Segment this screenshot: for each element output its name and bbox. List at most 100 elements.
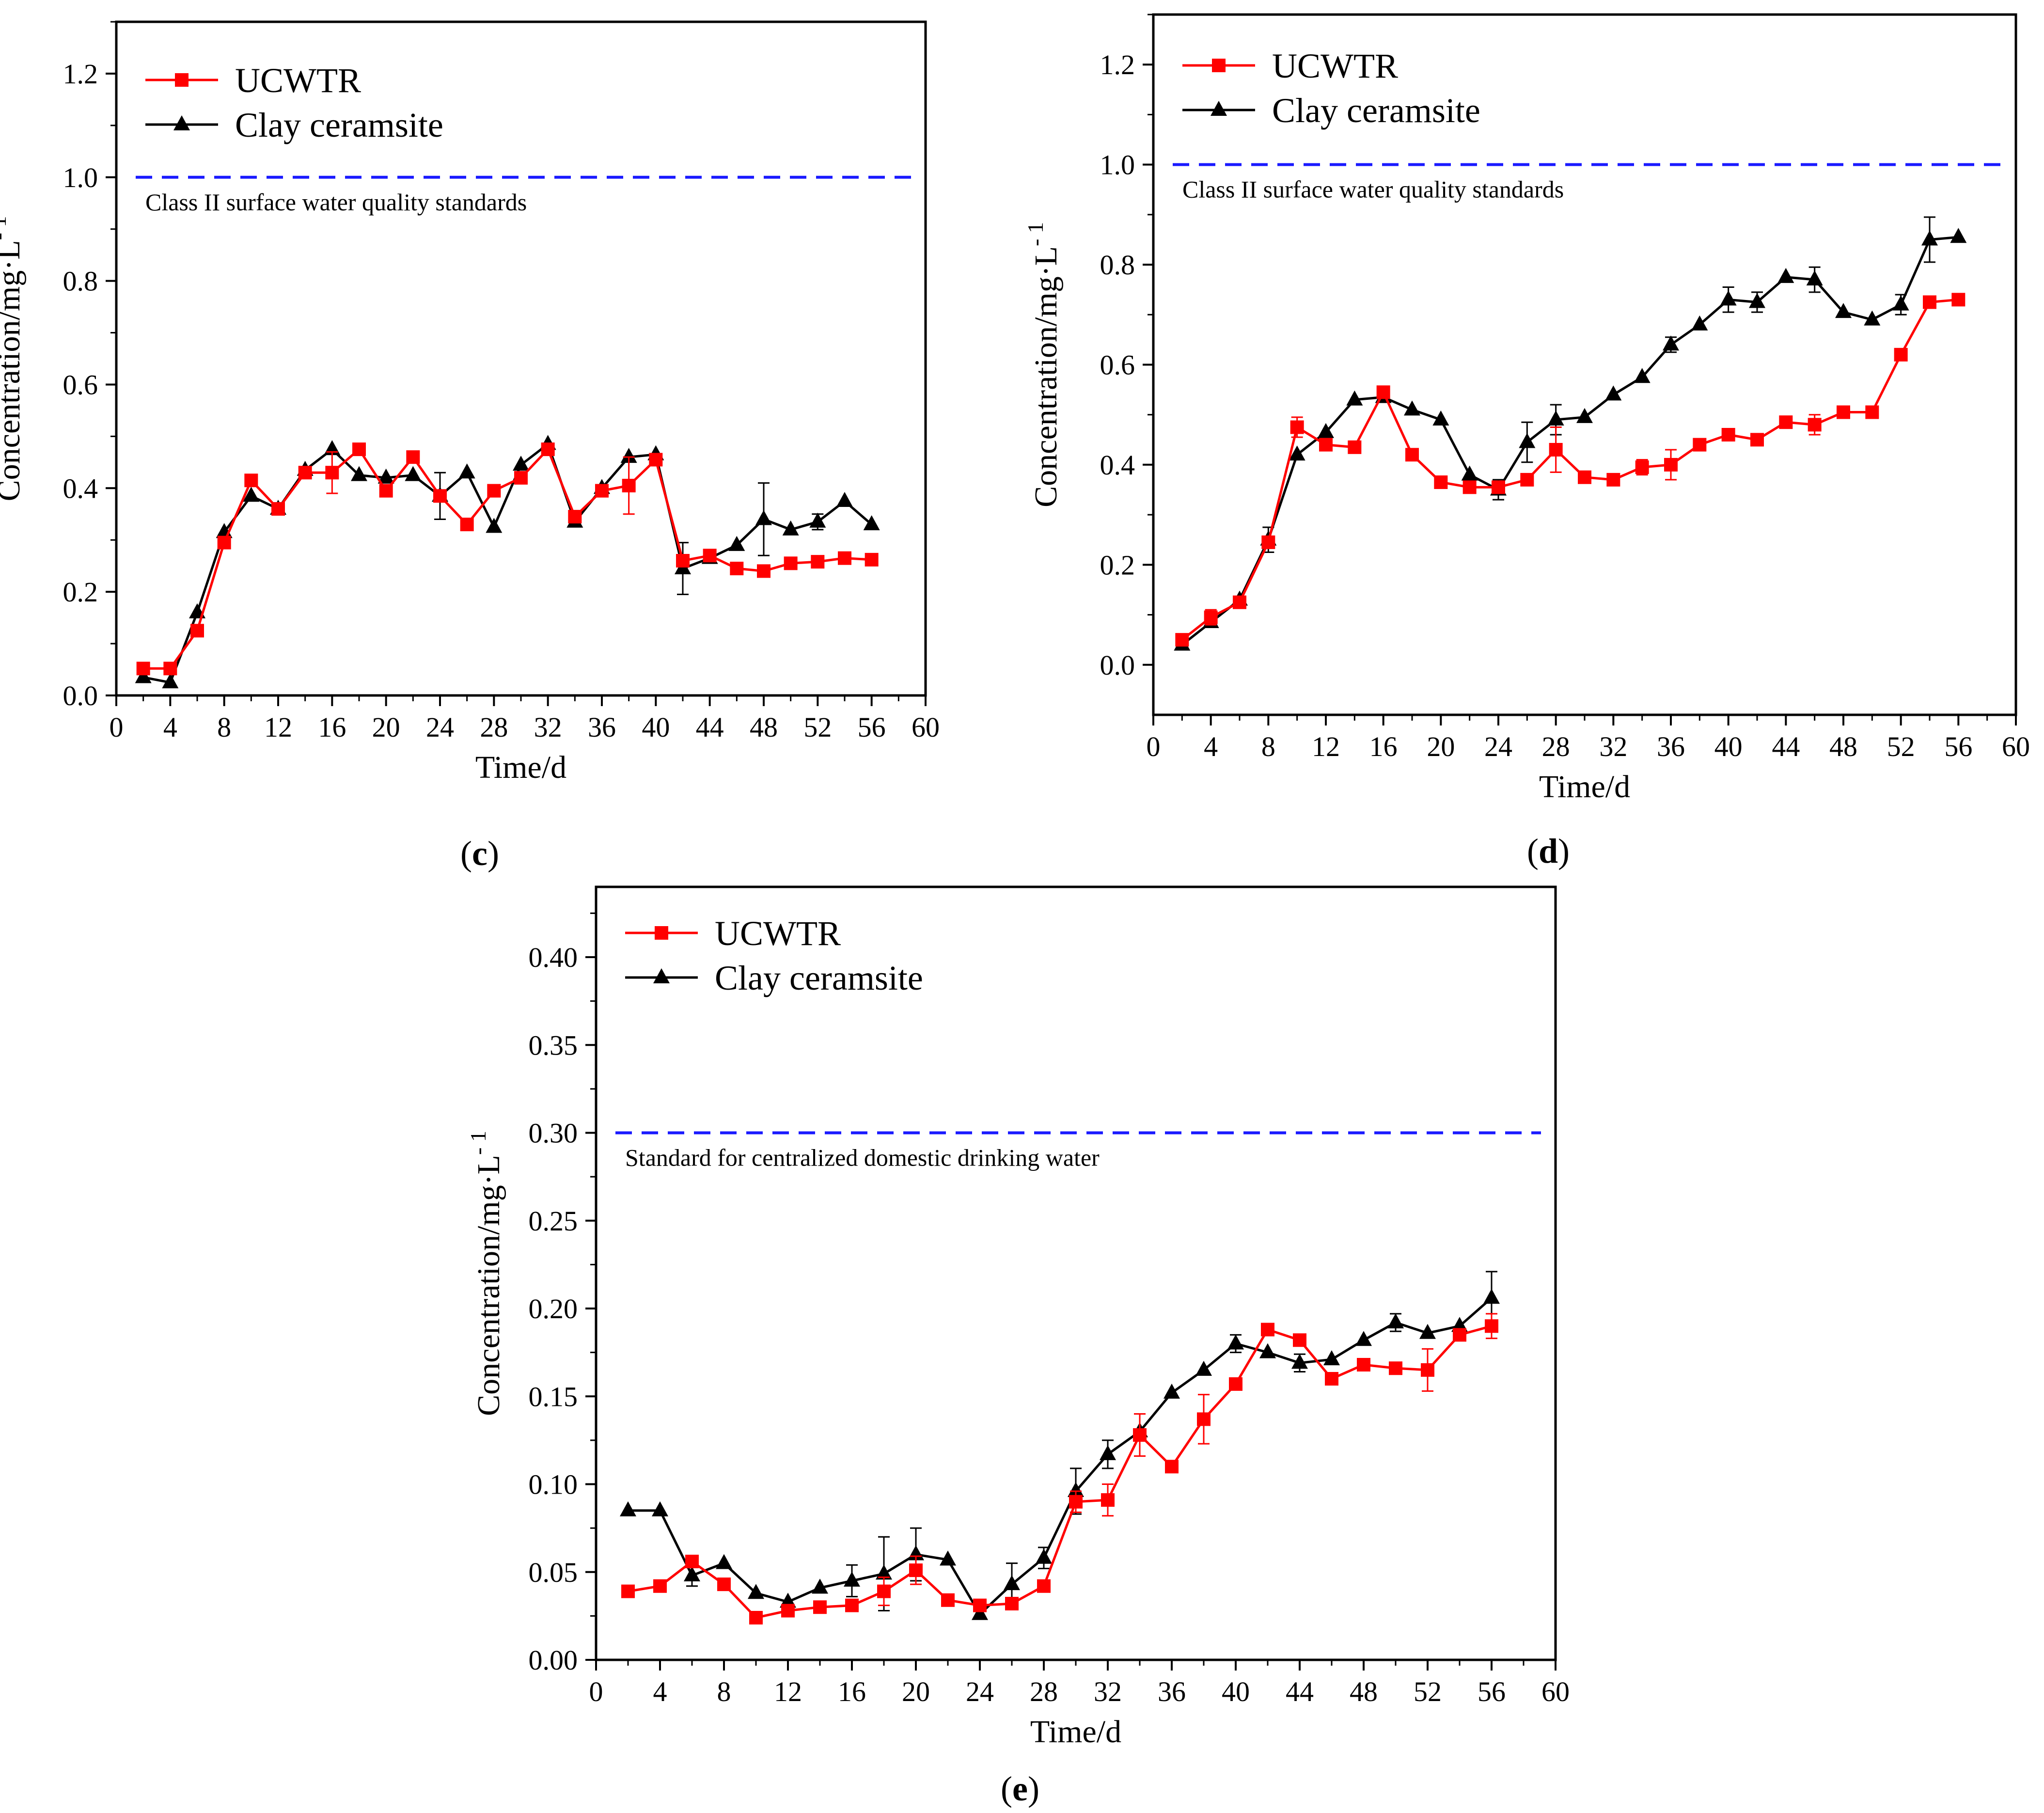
data-point: [1348, 440, 1362, 454]
data-point: [1547, 410, 1564, 426]
y-axis-title-superscript: - 1: [0, 216, 11, 240]
x-tick-label: 56: [858, 711, 886, 743]
standard-label: Class II surface water quality standards: [1182, 176, 1564, 203]
data-point: [1453, 1328, 1466, 1342]
data-point: [406, 450, 420, 464]
data-point: [1923, 295, 1936, 309]
series-line: [628, 1324, 1492, 1619]
data-point: [1605, 385, 1622, 401]
data-point: [652, 1501, 668, 1516]
panel-caption-close: ): [487, 834, 499, 873]
data-point: [1204, 610, 1218, 624]
x-tick-label: 48: [1350, 1676, 1378, 1707]
data-point: [728, 536, 745, 551]
series-ucwtr: [621, 1313, 1498, 1624]
legend-marker: [173, 115, 190, 130]
y-tick-label: 0.40: [529, 942, 578, 973]
data-point: [730, 562, 744, 576]
legend-marker: [175, 73, 189, 87]
data-point: [653, 1579, 667, 1593]
data-point: [813, 1600, 827, 1614]
data-point: [271, 502, 285, 516]
data-point: [433, 489, 447, 503]
x-tick-label: 52: [1414, 1676, 1442, 1707]
data-point: [217, 536, 231, 550]
x-tick-label: 56: [1478, 1676, 1506, 1707]
data-point: [1664, 457, 1678, 472]
data-point: [486, 518, 503, 533]
data-point: [940, 1550, 956, 1566]
data-point: [1720, 290, 1737, 306]
x-tick-label: 8: [717, 1676, 731, 1707]
legend-label: UCWTR: [1272, 47, 1398, 85]
series-line: [143, 447, 872, 670]
data-point: [190, 624, 204, 638]
data-point: [1634, 368, 1651, 383]
series-line: [1181, 236, 1959, 646]
x-tick-label: 16: [318, 711, 346, 743]
x-tick-label: 36: [588, 711, 616, 743]
data-point: [1259, 1343, 1276, 1358]
data-point: [703, 549, 717, 563]
data-point: [1164, 1384, 1180, 1399]
series-ucwtr: [1175, 293, 1965, 647]
data-point: [973, 1598, 987, 1612]
y-axis-title-main: Concentration/mg·L: [0, 240, 27, 501]
data-point: [844, 1571, 860, 1587]
data-point: [1405, 448, 1419, 462]
y-tick-label: 0.8: [1100, 249, 1135, 281]
data-point: [1376, 385, 1390, 399]
data-point: [1355, 1331, 1372, 1346]
series-line: [1181, 298, 1959, 641]
data-point: [136, 662, 150, 676]
panel-caption: (e): [1001, 1769, 1039, 1808]
data-point: [1779, 415, 1793, 429]
data-point: [1951, 293, 1965, 307]
y-axis-title: Concentration/mg·L- 1: [1023, 222, 1064, 507]
legend-marker: [655, 926, 668, 940]
data-point: [845, 1598, 859, 1612]
x-tick-label: 12: [1312, 731, 1340, 762]
data-point: [1606, 473, 1620, 487]
y-tick-label: 0.4: [63, 473, 98, 504]
x-tick-label: 28: [1030, 1676, 1058, 1707]
data-point: [863, 515, 880, 531]
data-point: [1068, 1482, 1084, 1497]
panel-caption-open: (: [1001, 1769, 1012, 1808]
data-point: [1133, 1428, 1147, 1442]
data-point: [622, 478, 636, 492]
data-point: [244, 473, 258, 488]
panel-caption: (d): [1527, 832, 1570, 870]
x-tick-label: 32: [1599, 731, 1627, 762]
data-point: [514, 471, 528, 485]
data-point: [487, 484, 501, 498]
data-point: [684, 1566, 700, 1581]
data-point: [676, 554, 690, 568]
data-point: [1175, 633, 1189, 647]
data-point: [811, 555, 825, 569]
data-point: [379, 484, 393, 498]
data-point: [1485, 1319, 1498, 1333]
data-point: [781, 1604, 795, 1618]
data-point: [1749, 293, 1765, 308]
data-point: [1483, 1289, 1500, 1304]
x-tick-label: 24: [966, 1676, 994, 1707]
data-point: [1325, 1372, 1338, 1386]
series-line: [628, 1297, 1493, 1616]
x-tick-label: 8: [217, 711, 231, 743]
x-tick-label: 44: [1772, 731, 1800, 762]
data-point: [1837, 405, 1850, 419]
legend: UCWTR Clay ceramsite: [625, 914, 923, 997]
x-tick-label: 28: [1542, 731, 1570, 762]
data-point: [1549, 442, 1563, 457]
x-tick-label: 32: [1094, 1676, 1122, 1707]
x-tick-label: 60: [2002, 731, 2030, 762]
data-point: [685, 1555, 699, 1568]
x-tick-label: 56: [1944, 731, 1972, 762]
data-point: [541, 442, 555, 457]
data-point: [1461, 465, 1478, 481]
standard-label: Class II surface water quality standards: [145, 189, 527, 216]
panel-caption: (c): [460, 834, 499, 873]
data-point: [1004, 1575, 1020, 1591]
